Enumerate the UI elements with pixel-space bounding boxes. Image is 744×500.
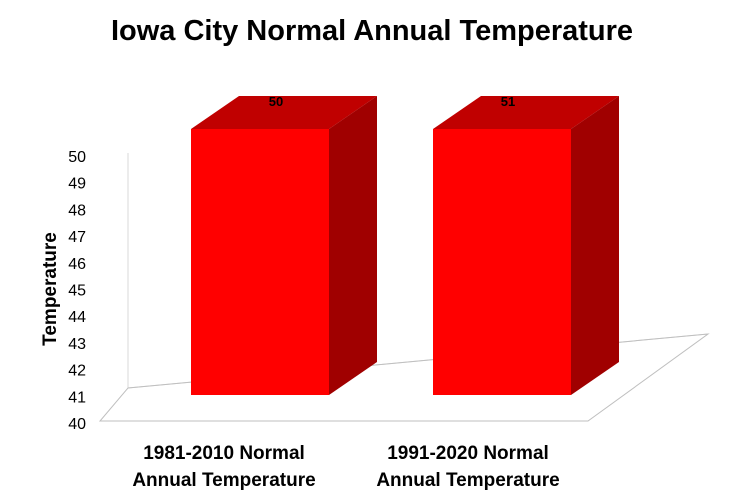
x-tick-label: 1981-2010 Normal [143, 443, 305, 464]
bar-top [433, 96, 619, 129]
y-axis-ticks: 40 41 42 43 44 45 46 47 48 49 50 [68, 149, 86, 433]
bar-front [433, 129, 571, 395]
y-tick-label: 42 [68, 363, 86, 380]
bar: 51 [433, 94, 619, 395]
floor [98, 333, 710, 422]
y-tick-label: 48 [68, 202, 86, 219]
bar-front [191, 129, 329, 395]
y-tick-label: 47 [68, 229, 86, 246]
data-label: 51 [501, 94, 515, 109]
x-axis-labels: 1981-2010 Normal Annual Temperature 1991-2… [132, 443, 559, 491]
chart-title: Iowa City Normal Annual Temperature [111, 15, 633, 47]
y-tick-label: 44 [68, 309, 86, 326]
x-tick-label: Annual Temperature [376, 470, 559, 491]
y-axis-label: Temperature [40, 232, 61, 346]
bar-top [191, 96, 377, 129]
y-tick-label: 46 [68, 256, 86, 273]
bar: 50 [191, 94, 377, 395]
bar-side [329, 96, 377, 395]
bar-side [571, 96, 619, 395]
y-tick-label: 50 [68, 149, 86, 166]
y-tick-label: 45 [68, 283, 86, 300]
bars: 50 51 [191, 94, 619, 395]
y-tick-label: 40 [68, 416, 86, 433]
data-label: 50 [269, 94, 283, 109]
y-tick-label: 43 [68, 336, 86, 353]
x-tick-label: 1991-2020 Normal [387, 443, 549, 464]
x-tick-label: Annual Temperature [132, 470, 315, 491]
y-tick-label: 49 [68, 176, 86, 193]
y-tick-label: 41 [68, 389, 86, 406]
